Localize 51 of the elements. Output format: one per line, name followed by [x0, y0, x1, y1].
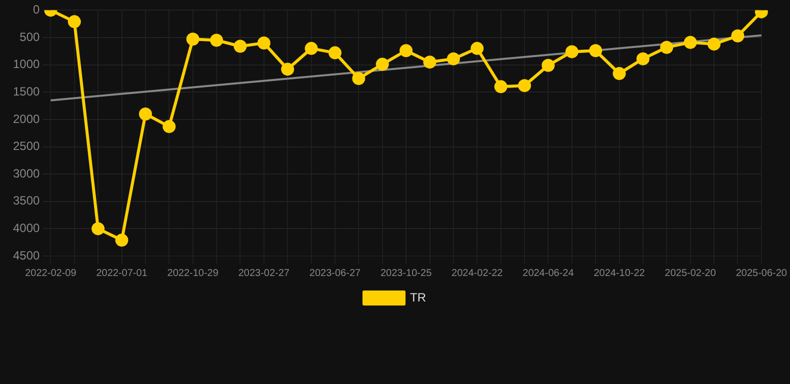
y-tick-label: 3000 [12, 166, 40, 180]
point [257, 36, 270, 50]
y-tick-label: 1000 [12, 57, 40, 72]
point [328, 46, 342, 60]
point [400, 44, 413, 58]
y-tick-label: 3500 [12, 194, 40, 208]
point [138, 107, 152, 120]
point [684, 36, 697, 49]
y-tick-label: 1500 [12, 84, 40, 98]
point [68, 15, 81, 28]
point [636, 52, 650, 66]
x-tick-label: 2024-10-22 [594, 268, 646, 279]
x-tick-label: 2024-06-24 [522, 268, 574, 279]
y-tick-label: 4500 [12, 248, 40, 262]
point [234, 40, 247, 53]
x-tick-label: 2023-10-25 [380, 268, 432, 279]
y-tick-label: 500 [20, 30, 40, 44]
y-tick-label: 4000 [12, 221, 40, 235]
point [470, 42, 484, 55]
point [542, 58, 555, 72]
x-tick-label: 2023-06-27 [309, 268, 361, 279]
x-tick-label: 2025-06-20 [736, 268, 788, 279]
point [731, 29, 744, 42]
point [446, 52, 460, 66]
x-tick-label: 2022-07-01 [96, 268, 148, 279]
point [376, 58, 389, 71]
x-tick-label: 2024-02-22 [452, 268, 504, 279]
x-tick-label: 2022-10-29 [167, 268, 219, 279]
point [589, 44, 602, 58]
y-tick-label: 0 [33, 2, 40, 17]
x-tick-label: 2022-02-09 [25, 268, 77, 279]
x-tick-label: 2025-02-20 [664, 268, 716, 279]
point [565, 45, 578, 58]
point [518, 79, 532, 92]
point [352, 72, 366, 85]
point [494, 80, 508, 94]
point [708, 38, 721, 51]
point [612, 67, 626, 80]
x-tick-label: 2023-02-27 [238, 268, 290, 279]
point [423, 56, 436, 69]
point [115, 234, 128, 247]
y-tick-label: 2500 [12, 139, 40, 154]
legend-label: TR [410, 290, 426, 304]
point [210, 34, 224, 47]
y-tick-label: 2000 [12, 112, 40, 126]
point [186, 32, 200, 46]
point [304, 42, 318, 55]
point [660, 40, 674, 54]
point [281, 62, 294, 76]
point [162, 120, 176, 134]
point [92, 222, 105, 236]
